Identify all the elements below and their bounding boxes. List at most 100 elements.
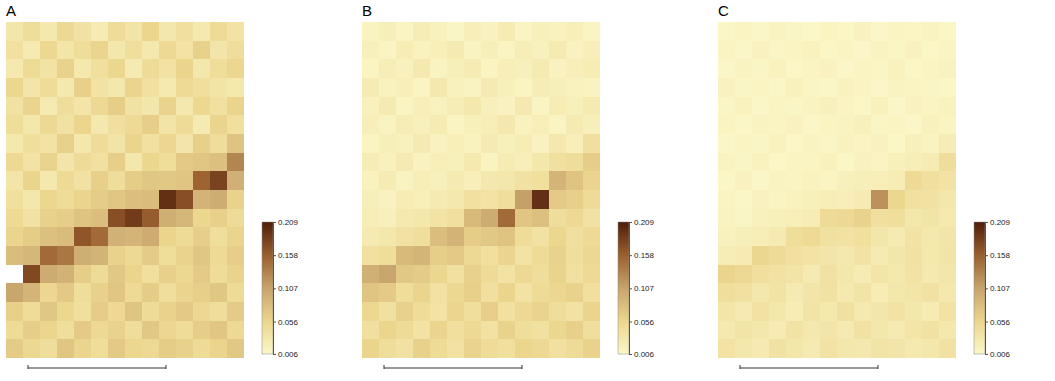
heatmap-cell — [532, 190, 550, 209]
heatmap-cell — [718, 190, 736, 209]
heatmap-cell — [888, 41, 906, 60]
heatmap-cell — [464, 22, 482, 41]
heatmap-cell — [379, 246, 397, 265]
heatmap-cell — [871, 190, 889, 209]
heatmap-cell — [515, 339, 533, 358]
heatmap-cell — [57, 41, 75, 60]
heatmap-cell — [210, 190, 228, 209]
heatmap-cell — [735, 59, 753, 78]
heatmap-cell — [803, 22, 821, 41]
heatmap-cell — [498, 153, 516, 172]
colorbar-tick: 0.158 — [273, 251, 299, 260]
heatmap-cell — [905, 283, 923, 302]
heatmap-cell — [379, 227, 397, 246]
heatmap-cell — [464, 209, 482, 228]
heatmap-cell — [227, 41, 244, 60]
heatmap-cell — [905, 265, 923, 284]
heatmap-cell — [74, 115, 92, 134]
heatmap-cell — [159, 321, 177, 340]
heatmap-cell — [566, 153, 584, 172]
heatmap-cell — [379, 59, 397, 78]
heatmap-cell — [74, 78, 92, 97]
heatmap-cell — [837, 339, 855, 358]
heatmap-cell — [905, 321, 923, 340]
heatmap-cell — [396, 59, 414, 78]
heatmap-cell — [159, 339, 177, 358]
heatmap-cell — [498, 265, 516, 284]
heatmap-cell — [6, 153, 24, 172]
heatmap-cell — [379, 190, 397, 209]
heatmap-cell — [905, 302, 923, 321]
heatmap-cell — [566, 265, 584, 284]
heatmap-cell — [803, 283, 821, 302]
heatmap-cell — [837, 153, 855, 172]
heatmap-cell — [40, 22, 58, 41]
heatmap-cell — [413, 190, 431, 209]
heatmap-cell — [227, 283, 244, 302]
heatmap-cell — [379, 302, 397, 321]
heatmap-cell — [125, 339, 143, 358]
heatmap-cell — [40, 246, 58, 265]
heatmap-cell — [939, 134, 956, 153]
colorbar-tick-mark — [273, 222, 276, 223]
heatmap-cell — [888, 97, 906, 116]
heatmap-cell — [430, 265, 448, 284]
heatmap-cell — [227, 302, 244, 321]
heatmap-cell — [905, 171, 923, 190]
heatmap-cell — [23, 209, 41, 228]
colorbar-tick: 0.209 — [985, 218, 1011, 227]
heatmap-cell — [515, 134, 533, 153]
heatmap-cell — [142, 283, 160, 302]
heatmap-cell — [142, 321, 160, 340]
heatmap-cell — [74, 41, 92, 60]
heatmap-cell — [227, 339, 244, 358]
heatmap-cell — [57, 283, 75, 302]
heatmap-cell — [23, 302, 41, 321]
heatmap-cell — [40, 283, 58, 302]
heatmap-cell — [447, 97, 465, 116]
heatmap-cell — [159, 246, 177, 265]
heatmap-cell — [142, 246, 160, 265]
heatmap-cell — [583, 78, 600, 97]
heatmap-cell — [871, 115, 889, 134]
heatmap-cell — [362, 97, 380, 116]
heatmap-cell — [871, 171, 889, 190]
heatmap-cell — [735, 321, 753, 340]
heatmap-cell — [396, 339, 414, 358]
heatmap-cell — [430, 302, 448, 321]
heatmap-cell — [57, 134, 75, 153]
heatmap-cell — [159, 78, 177, 97]
heatmap-cell — [362, 302, 380, 321]
heatmap-cell — [498, 339, 516, 358]
heatmap-cell — [735, 339, 753, 358]
colorbar-tick: 0.158 — [629, 251, 655, 260]
heatmap-cell — [481, 190, 499, 209]
heatmap-cell — [786, 339, 804, 358]
heatmap-cell — [74, 209, 92, 228]
heatmap-cell — [549, 190, 567, 209]
heatmap-cell — [498, 321, 516, 340]
heatmap-cell — [210, 246, 228, 265]
heatmap-cell — [481, 22, 499, 41]
heatmap-cell — [549, 78, 567, 97]
heatmap-cell — [820, 171, 838, 190]
heatmap-cell — [210, 227, 228, 246]
heatmap-cell — [210, 41, 228, 60]
heatmap-cell — [227, 209, 244, 228]
heatmap-cell — [735, 227, 753, 246]
heatmap-cell — [430, 227, 448, 246]
heatmap-cell — [6, 209, 24, 228]
heatmap-cell — [57, 302, 75, 321]
heatmap-cell — [6, 115, 24, 134]
heatmap-cell — [413, 209, 431, 228]
heatmap-cell — [176, 209, 194, 228]
heatmap-cell — [227, 134, 244, 153]
heatmap-cell — [91, 246, 109, 265]
heatmap-cell — [854, 41, 872, 60]
heatmap-cell — [57, 321, 75, 340]
heatmap-cell — [23, 115, 41, 134]
heatmap-cell — [532, 41, 550, 60]
heatmap-cell — [888, 321, 906, 340]
heatmap-cell — [142, 302, 160, 321]
heatmap-cell — [583, 246, 600, 265]
